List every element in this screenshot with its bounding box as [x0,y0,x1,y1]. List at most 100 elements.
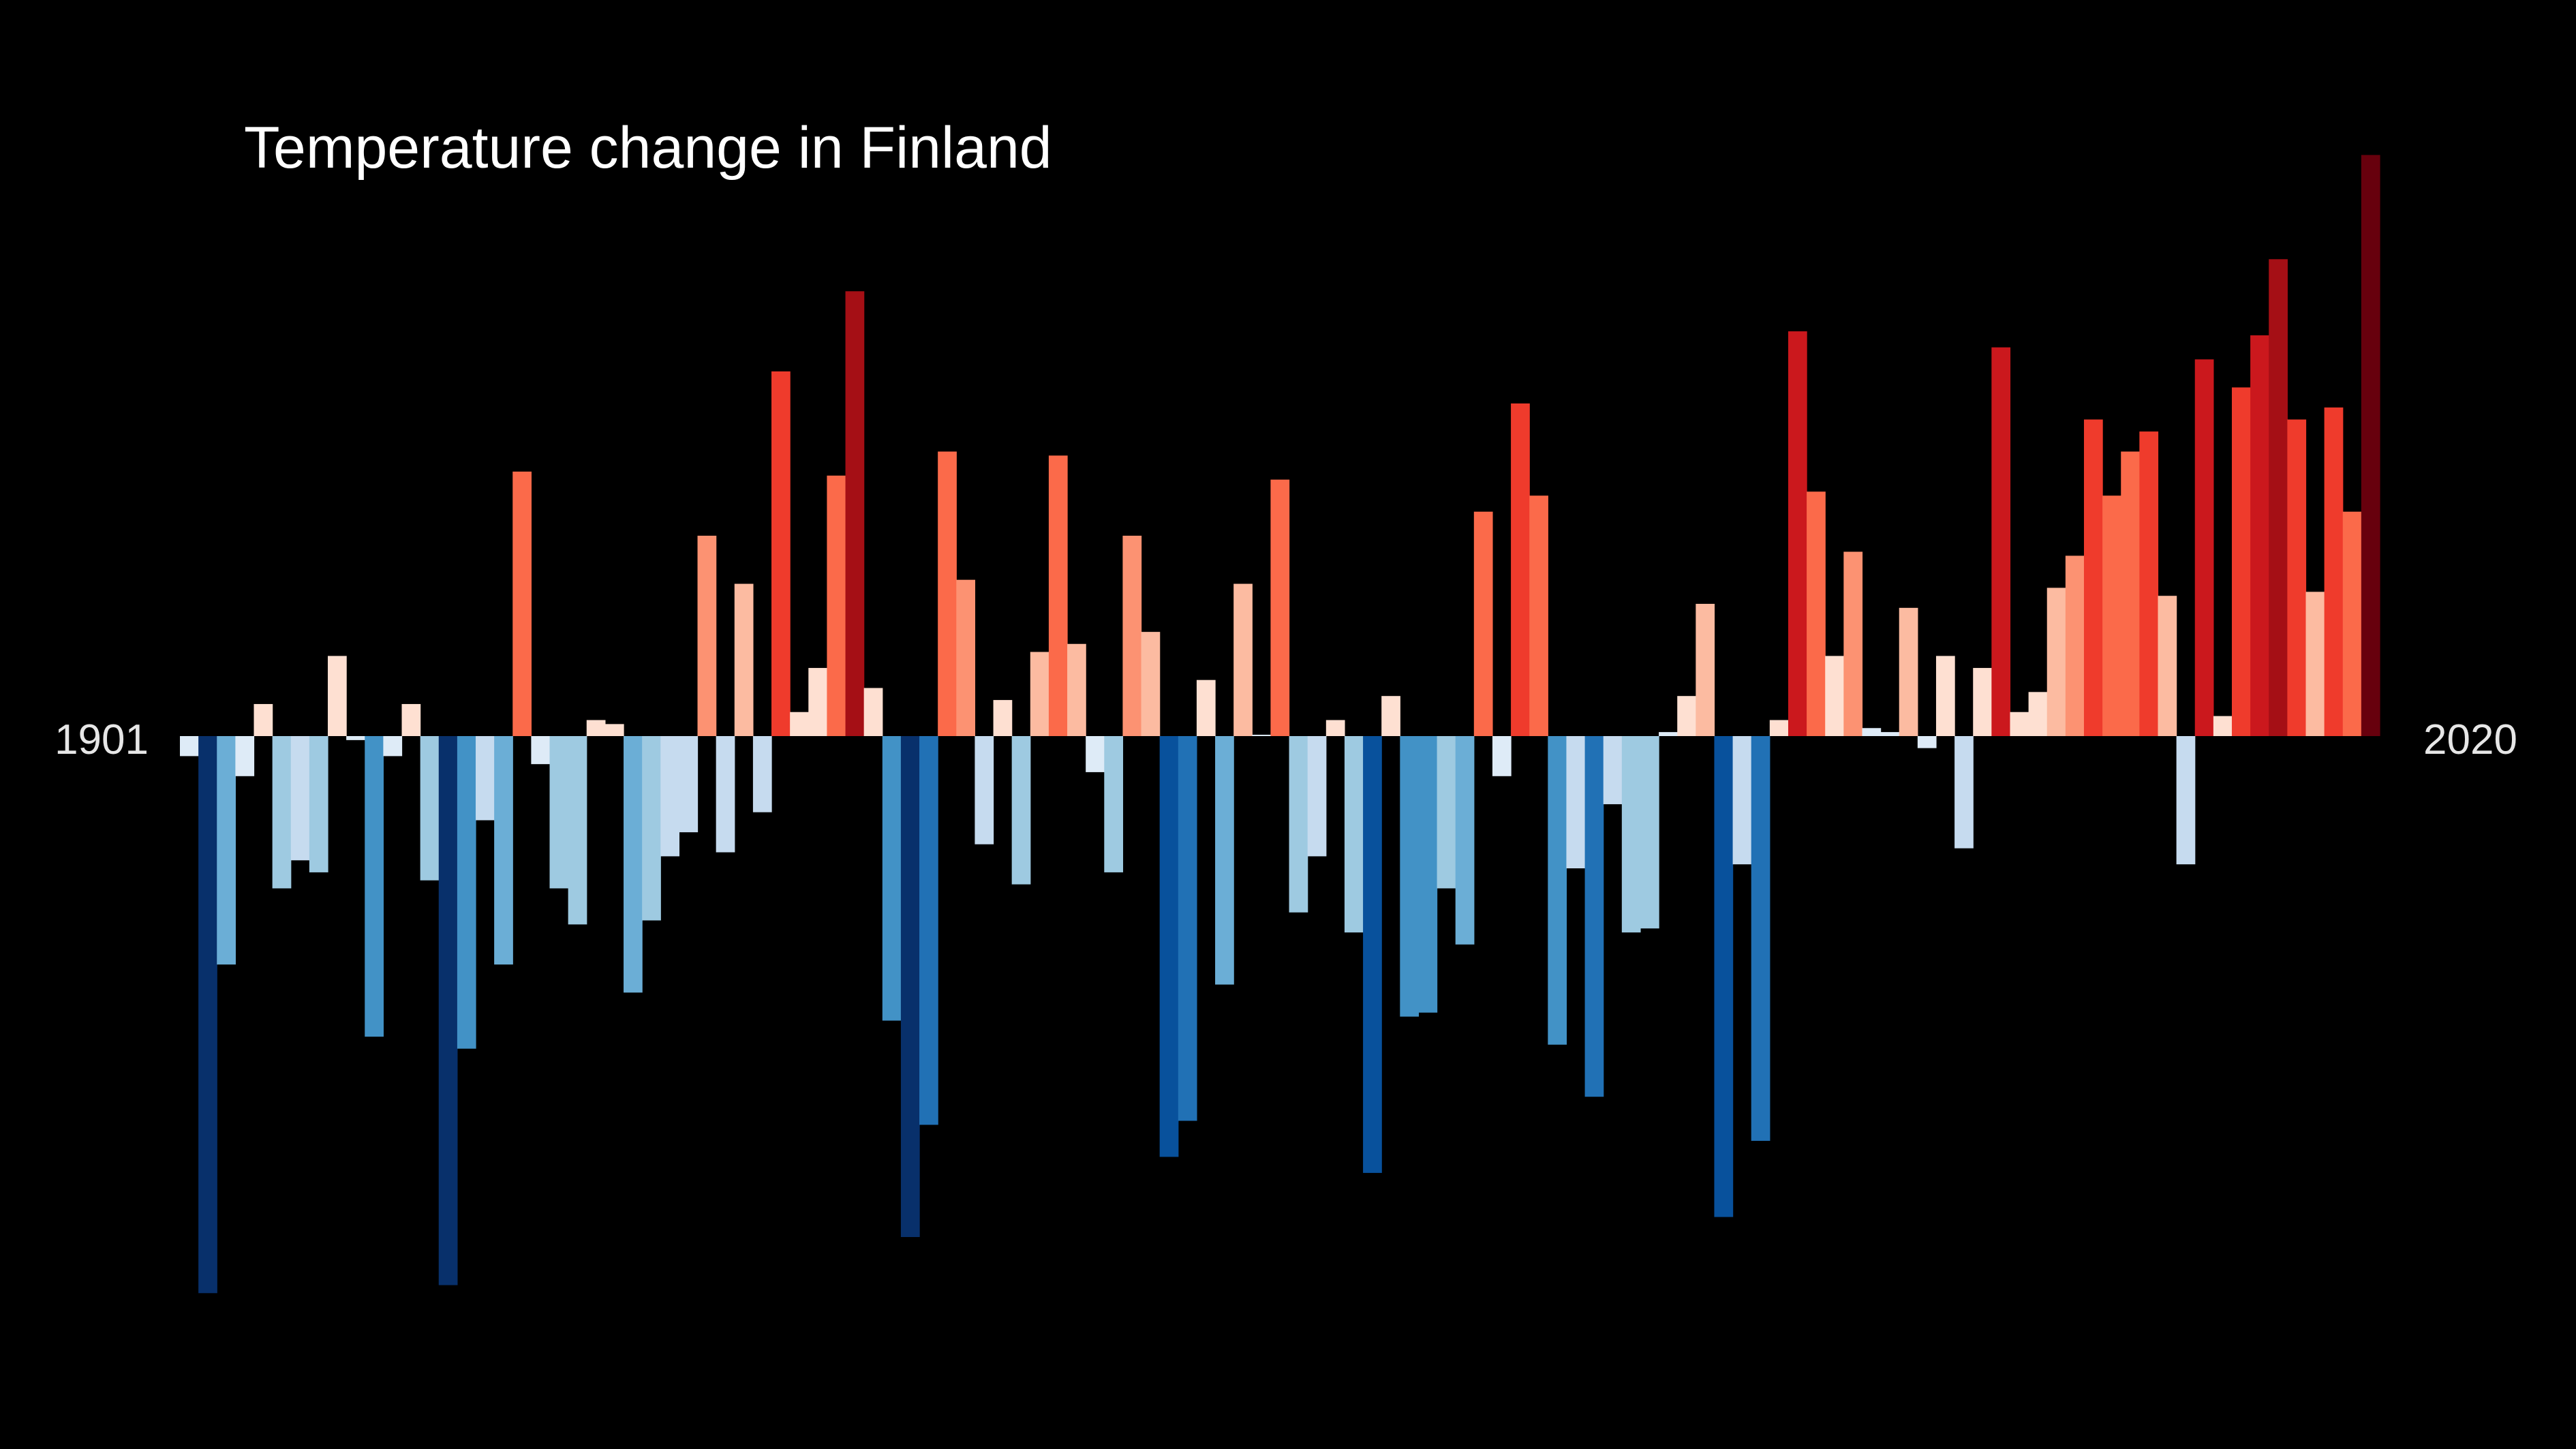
bar-1928 [679,736,699,833]
bar-1932 [752,736,772,812]
bar-1959 [1252,735,1272,736]
bar-1921 [549,736,569,889]
bar-2011 [2213,716,2233,736]
bar-1994 [1899,607,1918,736]
bar-2008 [2158,596,2177,736]
bar-1991 [1843,551,1863,736]
bar-1956 [1196,680,1216,736]
bar-1954 [1159,736,1179,1157]
bar-1920 [531,736,551,765]
bar-1987 [1769,720,1789,736]
bar-2005 [2102,495,2121,736]
bar-2006 [2121,451,2140,736]
bar-1913 [401,703,421,736]
bar-1961 [1289,736,1308,913]
bar-1980 [1640,736,1659,929]
bar-1912 [383,736,403,757]
bar-2015 [2287,419,2307,736]
bar-2004 [2083,419,2103,736]
bar-1942 [938,451,957,736]
bar-1915 [438,736,458,1285]
bar-1916 [457,736,476,1049]
bar-1996 [1935,656,1955,736]
bar-1926 [642,736,661,921]
bar-2017 [2324,407,2344,736]
bar-1925 [624,736,643,993]
bar-1952 [1122,536,1142,736]
bar-1936 [827,475,846,736]
bar-2002 [2046,588,2066,736]
bar-1992 [1862,728,1882,736]
bar-1904 [235,736,255,776]
bar-1970 [1455,736,1475,945]
bar-1937 [845,291,865,736]
start-year-label: 1901 [55,716,149,763]
bars-group [180,155,2380,1294]
bar-1946 [1011,736,1031,885]
bar-2019 [2361,155,2380,736]
bar-2010 [2194,359,2214,736]
bar-1934 [790,712,809,736]
bar-1922 [568,736,587,925]
bar-1933 [771,371,791,736]
bar-1901 [180,736,199,757]
bar-1903 [217,736,236,965]
end-year-label: 2020 [2423,716,2517,763]
bar-1988 [1788,331,1807,736]
bar-1979 [1621,736,1641,933]
bar-1955 [1178,736,1197,1121]
bar-1927 [660,736,680,857]
bar-2018 [2342,511,2362,736]
bar-2003 [2065,555,2085,736]
bar-1940 [900,736,920,1237]
bar-1944 [975,736,994,844]
bar-1917 [476,736,495,821]
bar-1902 [198,736,217,1294]
bar-1914 [420,736,440,881]
bar-1958 [1233,583,1253,736]
bar-1973 [1511,403,1530,736]
bar-1935 [808,668,828,736]
bar-1908 [309,736,328,872]
bar-1983 [1696,603,1715,736]
bar-1990 [1825,656,1844,736]
bar-2013 [2250,335,2269,736]
bar-1951 [1104,736,1124,872]
bar-1984 [1714,736,1734,1217]
bar-1949 [1067,643,1086,736]
bar-1972 [1492,736,1512,776]
bar-2001 [2028,692,2048,736]
bar-1985 [1732,736,1752,865]
bar-1995 [1917,736,1937,748]
bar-1931 [734,583,754,736]
bar-1909 [328,656,347,736]
bar-1962 [1307,736,1327,857]
bar-1969 [1437,736,1456,889]
bar-1938 [863,688,883,736]
bar-1943 [956,579,976,736]
bar-1910 [346,736,365,740]
bar-1953 [1141,632,1161,736]
chart-title: Temperature change in Finland [244,115,1052,181]
bar-1975 [1548,736,1567,1045]
bar-1978 [1603,736,1623,804]
bar-2012 [2231,387,2251,736]
bar-2016 [2305,592,2325,736]
bar-1960 [1270,479,1290,736]
bar-2014 [2269,259,2288,736]
bar-2007 [2139,431,2159,736]
bar-1957 [1215,736,1234,985]
bar-1989 [1807,491,1826,736]
bar-1923 [586,720,606,736]
bar-1976 [1566,736,1586,869]
bar-1947 [1030,652,1049,736]
bar-1981 [1659,732,1678,736]
bar-2009 [2176,736,2196,865]
bar-1929 [697,536,717,736]
bar-1971 [1473,511,1493,736]
bar-1982 [1677,696,1696,736]
bar-1997 [1954,736,1974,849]
bar-1963 [1325,720,1345,736]
bar-1993 [1880,732,1900,736]
